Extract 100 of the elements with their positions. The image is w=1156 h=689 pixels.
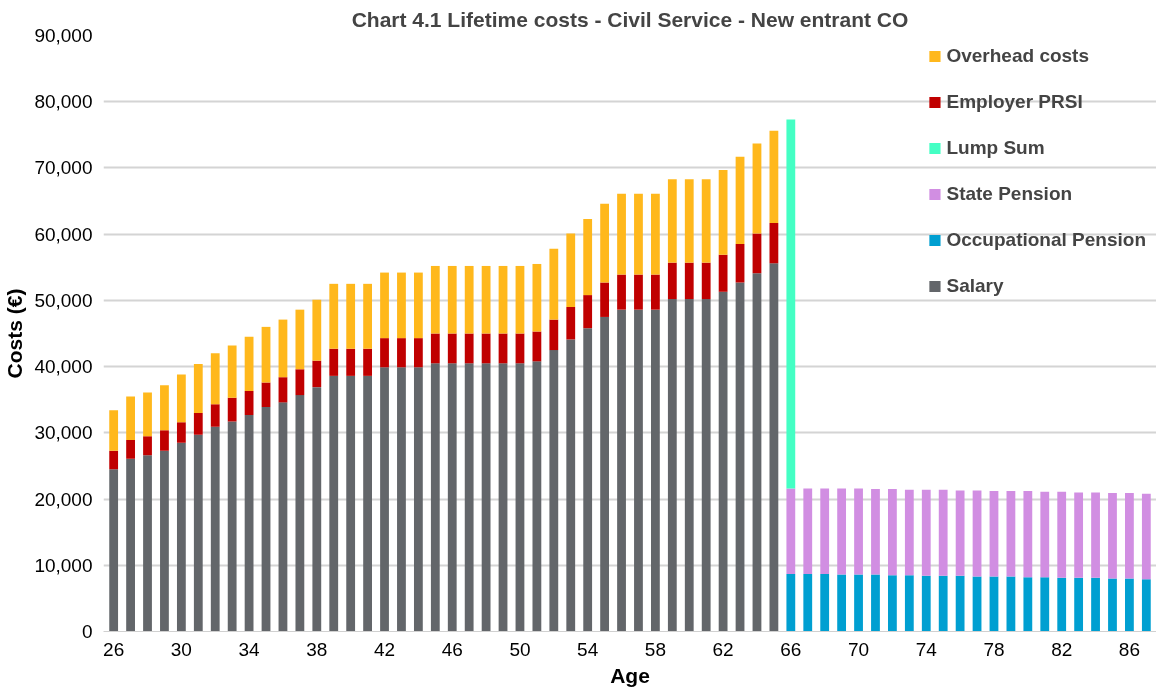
bar — [854, 488, 863, 575]
x-tick-label: 86 — [1118, 638, 1140, 660]
bar — [549, 248, 559, 320]
x-tick-label: 26 — [103, 638, 125, 660]
bar — [684, 262, 694, 300]
bar — [701, 299, 711, 632]
bar — [955, 575, 965, 632]
bar — [498, 265, 508, 334]
bar — [938, 489, 948, 576]
bar — [447, 333, 457, 364]
y-tick-label: 10,000 — [34, 554, 93, 576]
bar — [532, 361, 542, 632]
bar — [634, 309, 643, 632]
bar — [888, 489, 897, 576]
bar — [126, 458, 135, 632]
bar — [701, 179, 711, 263]
y-tick-label: 50,000 — [34, 289, 93, 311]
bar — [803, 573, 813, 632]
x-tick-label: 62 — [712, 638, 734, 660]
bar — [854, 574, 863, 632]
bar — [532, 263, 542, 332]
bar — [447, 363, 457, 632]
bar — [329, 283, 339, 349]
bar — [566, 233, 576, 308]
bar — [397, 272, 406, 339]
bar — [430, 363, 440, 632]
bar — [600, 282, 610, 317]
bar — [481, 265, 491, 334]
bar — [667, 179, 677, 263]
bar — [244, 336, 254, 392]
bar — [803, 488, 813, 574]
bar — [921, 489, 931, 576]
bar — [126, 440, 135, 459]
legend-label: State Pension — [946, 183, 1073, 205]
bar — [363, 283, 372, 349]
x-tick-label: 30 — [170, 638, 192, 660]
x-tick-label: 38 — [306, 638, 328, 660]
bar — [904, 575, 914, 632]
legend-label: Lump Sum — [946, 137, 1045, 159]
bar — [176, 422, 186, 443]
bar — [650, 309, 660, 632]
bar — [989, 491, 999, 577]
bar — [430, 333, 440, 364]
bar — [447, 265, 457, 334]
bar — [566, 339, 576, 632]
bar — [295, 395, 305, 632]
bar — [1023, 491, 1033, 578]
bar — [210, 426, 220, 632]
bar — [617, 193, 626, 275]
x-tick-label: 82 — [1051, 638, 1073, 660]
bar — [464, 363, 474, 632]
bar — [634, 193, 643, 275]
bar — [193, 412, 203, 435]
bar — [380, 272, 389, 339]
bar — [583, 218, 593, 296]
x-tick-label: 54 — [577, 638, 599, 660]
bar — [786, 119, 796, 489]
bar — [583, 328, 593, 632]
x-tick-label: 58 — [644, 638, 666, 660]
y-tick-label: 30,000 — [34, 422, 93, 444]
bar — [363, 375, 372, 632]
bar — [210, 353, 220, 405]
bar — [735, 282, 745, 632]
bar — [921, 575, 931, 632]
bar — [278, 402, 288, 632]
y-tick-label: 70,000 — [34, 157, 93, 179]
bar — [566, 307, 576, 340]
legend-label: Salary — [946, 275, 1004, 297]
bar — [413, 367, 423, 632]
bar — [735, 244, 745, 283]
bar — [481, 363, 491, 632]
bar — [820, 488, 830, 574]
bar — [363, 348, 372, 376]
bar — [769, 263, 779, 632]
bar — [1108, 578, 1117, 632]
bar — [109, 469, 119, 632]
bar — [1074, 577, 1084, 632]
bar — [515, 265, 525, 334]
bar — [160, 450, 169, 632]
chart-title: Chart 4.1 Lifetime costs - Civil Service - New entrant CO — [351, 7, 909, 31]
bar — [312, 387, 322, 632]
legend-label: Occupational Pension — [946, 229, 1146, 251]
bar — [346, 283, 356, 349]
bar — [346, 375, 356, 632]
bar — [1125, 493, 1134, 579]
bar — [735, 156, 745, 245]
bar — [667, 299, 677, 632]
bar — [786, 573, 796, 632]
bar — [1057, 577, 1067, 632]
y-axis-title: Costs (€) — [3, 288, 27, 379]
bar — [904, 489, 914, 576]
bar — [634, 274, 643, 310]
bar — [718, 291, 728, 632]
bar — [752, 273, 762, 632]
bar — [244, 391, 254, 415]
bar — [583, 295, 593, 329]
bar — [430, 265, 440, 334]
bar — [160, 430, 169, 451]
x-tick-label: 50 — [509, 638, 531, 660]
bar — [1141, 493, 1151, 580]
